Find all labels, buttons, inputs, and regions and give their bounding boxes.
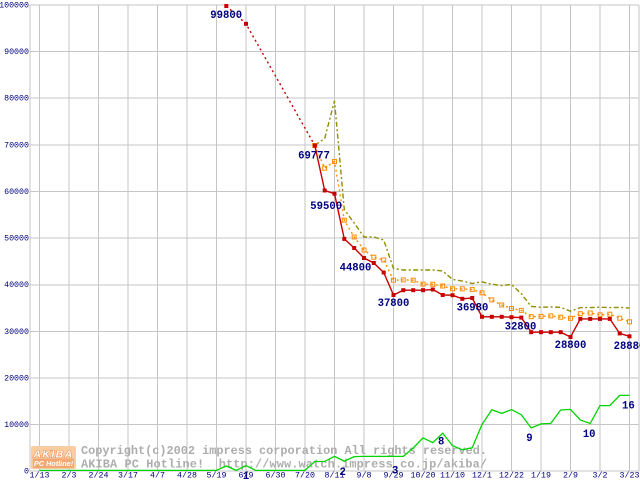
svg-text:9/8: 9/8: [357, 470, 372, 480]
svg-text:99800: 99800: [210, 10, 242, 22]
svg-text:40000: 40000: [4, 281, 29, 290]
svg-text:59500: 59500: [310, 201, 342, 213]
svg-text:32800: 32800: [505, 322, 537, 334]
svg-text:7/20: 7/20: [295, 470, 315, 480]
svg-text:6/30: 6/30: [266, 470, 286, 480]
svg-text:9: 9: [526, 433, 532, 445]
svg-text:2/9: 2/9: [563, 470, 578, 480]
svg-text:90000: 90000: [4, 48, 29, 57]
svg-text:3/17: 3/17: [118, 470, 138, 480]
svg-text:6/9: 6/9: [239, 470, 254, 480]
svg-text:28800: 28800: [555, 340, 587, 352]
svg-text:37800: 37800: [378, 298, 410, 310]
svg-text:20000: 20000: [4, 374, 29, 383]
svg-text:PC Hotline!: PC Hotline!: [34, 459, 74, 468]
svg-text:16: 16: [622, 401, 635, 413]
svg-text:Copyright(c)2002 impress corpo: Copyright(c)2002 impress corporation All…: [81, 444, 487, 458]
svg-text:3: 3: [392, 465, 398, 477]
svg-text:100000: 100000: [0, 1, 29, 10]
svg-text:AKIBA: AKIBA: [32, 449, 73, 461]
svg-text:8: 8: [438, 437, 444, 449]
svg-text:2/3: 2/3: [62, 470, 77, 480]
svg-text:2/24: 2/24: [89, 470, 109, 480]
svg-text:AKIBA PC Hotline! http://www.: AKIBA PC Hotline! http://www.watch.impre…: [81, 457, 487, 471]
svg-text:44800: 44800: [340, 263, 372, 275]
svg-text:12/22: 12/22: [499, 470, 524, 480]
svg-text:0: 0: [24, 468, 29, 477]
svg-text:10/20: 10/20: [411, 470, 436, 480]
svg-text:4/28: 4/28: [177, 470, 197, 480]
svg-text:2: 2: [340, 467, 346, 479]
svg-text:5/19: 5/19: [207, 470, 227, 480]
svg-text:11/10: 11/10: [440, 470, 465, 480]
svg-text:1/19: 1/19: [531, 470, 551, 480]
svg-text:10: 10: [583, 429, 596, 441]
svg-text:8/11: 8/11: [325, 470, 345, 480]
svg-text:60000: 60000: [4, 188, 29, 197]
svg-text:1: 1: [243, 471, 249, 480]
svg-text:70000: 70000: [4, 141, 29, 150]
svg-text:3/2: 3/2: [593, 470, 608, 480]
svg-text:3/23: 3/23: [620, 470, 640, 480]
svg-text:12/1: 12/1: [472, 470, 492, 480]
svg-text:1/13: 1/13: [30, 470, 50, 480]
svg-text:4/7: 4/7: [150, 470, 165, 480]
svg-text:10000: 10000: [4, 421, 29, 430]
svg-text:9/29: 9/29: [384, 470, 404, 480]
svg-text:69777: 69777: [298, 151, 330, 163]
svg-text:80000: 80000: [4, 95, 29, 104]
svg-text:50000: 50000: [4, 235, 29, 244]
svg-text:30000: 30000: [4, 328, 29, 337]
svg-text:28880: 28880: [614, 341, 640, 353]
svg-text:36980: 36980: [457, 303, 489, 315]
